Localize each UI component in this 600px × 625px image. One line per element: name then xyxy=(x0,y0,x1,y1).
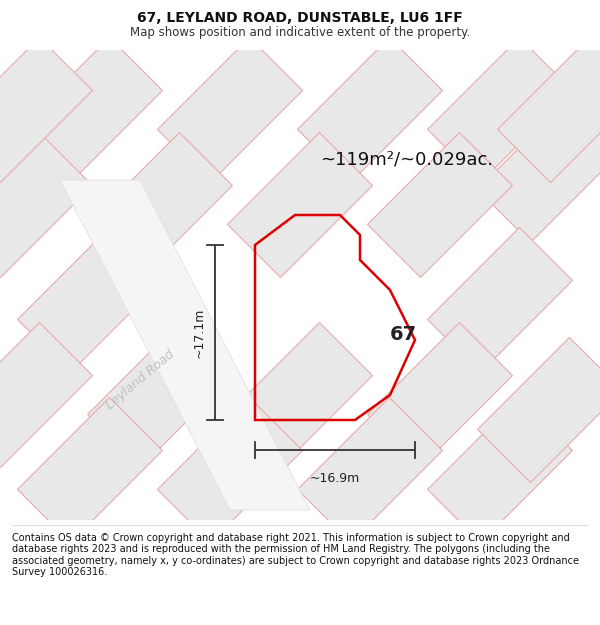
Polygon shape xyxy=(17,398,163,542)
Polygon shape xyxy=(0,132,92,278)
Text: Contains OS data © Crown copyright and database right 2021. This information is : Contains OS data © Crown copyright and d… xyxy=(12,532,579,578)
Polygon shape xyxy=(368,132,512,278)
Polygon shape xyxy=(478,338,600,482)
Text: ~119m²/~0.029ac.: ~119m²/~0.029ac. xyxy=(320,151,493,169)
Polygon shape xyxy=(298,38,442,182)
Polygon shape xyxy=(0,322,92,468)
Polygon shape xyxy=(158,398,302,542)
Polygon shape xyxy=(227,322,373,468)
Text: 67: 67 xyxy=(390,326,417,344)
Text: 67, LEYLAND ROAD, DUNSTABLE, LU6 1FF: 67, LEYLAND ROAD, DUNSTABLE, LU6 1FF xyxy=(137,11,463,25)
Polygon shape xyxy=(0,38,92,182)
Polygon shape xyxy=(88,132,232,278)
Text: ~16.9m: ~16.9m xyxy=(310,472,360,485)
Polygon shape xyxy=(478,98,600,242)
Polygon shape xyxy=(60,180,310,510)
Polygon shape xyxy=(428,398,572,542)
Polygon shape xyxy=(428,38,572,182)
Text: Map shows position and indicative extent of the property.: Map shows position and indicative extent… xyxy=(130,26,470,39)
Polygon shape xyxy=(17,228,163,372)
Polygon shape xyxy=(17,38,163,182)
Polygon shape xyxy=(88,322,232,468)
Polygon shape xyxy=(298,398,442,542)
Text: Leyland Road: Leyland Road xyxy=(103,348,176,413)
Polygon shape xyxy=(158,38,302,182)
Polygon shape xyxy=(428,228,572,372)
Polygon shape xyxy=(497,38,600,182)
Text: ~17.1m: ~17.1m xyxy=(193,308,205,358)
Polygon shape xyxy=(368,322,512,468)
Polygon shape xyxy=(227,132,373,278)
